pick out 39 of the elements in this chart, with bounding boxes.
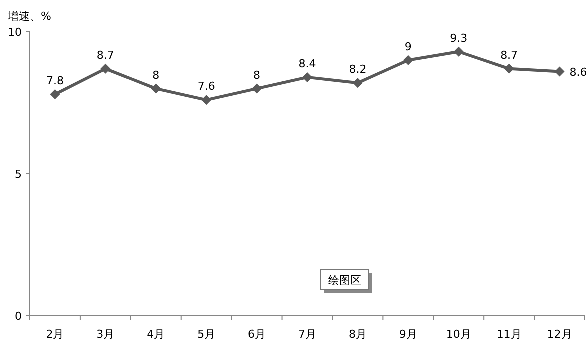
x-tick-label: 4月 <box>147 328 166 341</box>
data-label: 8.7 <box>500 48 518 62</box>
data-label: 7.8 <box>46 74 64 88</box>
y-axis-title: 增速、% <box>7 10 52 23</box>
point <box>554 66 565 77</box>
point <box>151 84 162 94</box>
x-tick-label: 11月 <box>496 328 522 341</box>
point <box>454 46 464 57</box>
data-label: 7.6 <box>198 80 216 94</box>
point <box>352 78 363 88</box>
x-tick-label: 2月 <box>46 328 64 341</box>
x-tick-label: 8月 <box>348 328 367 341</box>
x-tick-label: 9月 <box>399 328 418 341</box>
point <box>302 72 312 82</box>
point <box>252 84 262 94</box>
data-label: 8 <box>254 68 261 82</box>
data-label: 9 <box>404 40 412 54</box>
x-tick-label: 12月 <box>547 328 572 341</box>
point <box>504 64 514 74</box>
x-tick-label: 6月 <box>248 328 266 341</box>
point <box>202 95 212 106</box>
y-tick-label: 0 <box>15 310 22 323</box>
y-tick-label: 10 <box>8 26 22 39</box>
point <box>100 64 111 74</box>
point <box>50 89 60 100</box>
data-label: 8.2 <box>349 63 367 76</box>
point <box>403 55 414 66</box>
data-label: 8 <box>152 68 160 82</box>
annotation: 绘图区 <box>328 274 362 287</box>
annotation: 绘图区 <box>320 270 372 293</box>
data-label: 8.6 <box>570 66 588 79</box>
x-tick-label: 3月 <box>96 328 115 341</box>
data-label: 9.3 <box>450 32 468 45</box>
x-tick-label: 10月 <box>446 328 472 341</box>
x-tick-label: 7月 <box>298 328 316 341</box>
x-tick-label: 5月 <box>198 328 216 341</box>
data-label: 8.7 <box>96 48 114 62</box>
y-tick-label: 5 <box>15 168 22 181</box>
data-label: 8.4 <box>298 57 316 70</box>
